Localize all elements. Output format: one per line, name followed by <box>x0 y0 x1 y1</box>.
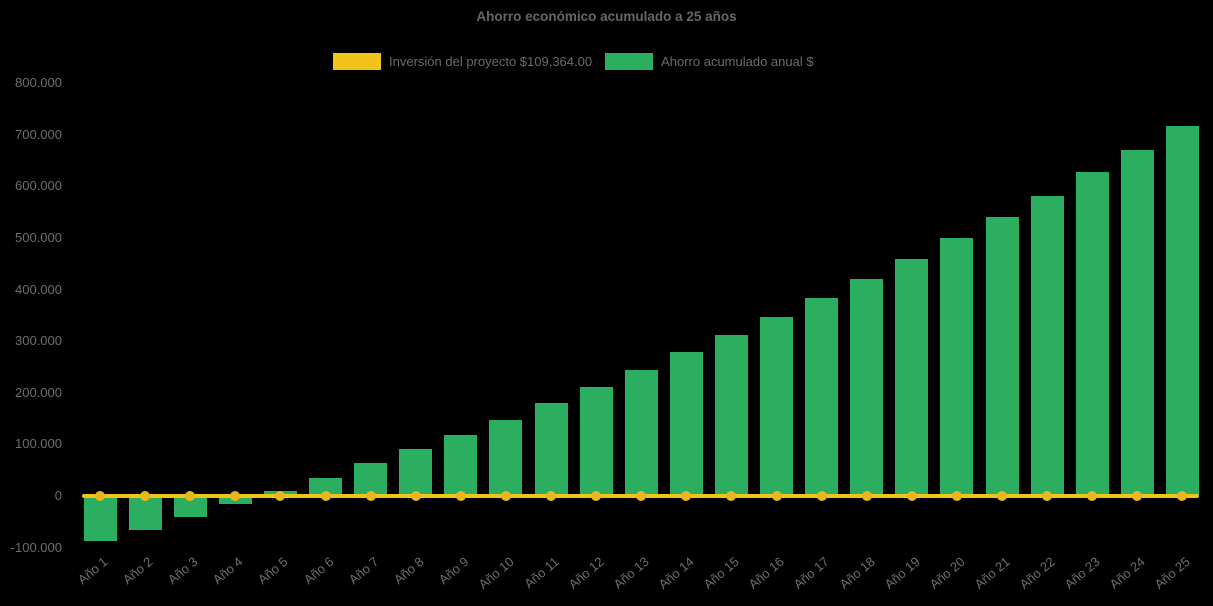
x-tick-year-8: Año 8 <box>390 553 427 588</box>
bar-year-18[interactable] <box>850 278 884 496</box>
legend-label-ahorro: Ahorro acumulado anual $ <box>661 54 814 69</box>
x-tick-year-2: Año 2 <box>119 553 156 588</box>
y-tick-700.000: 700.000 <box>15 126 62 142</box>
legend-swatch-inversion <box>333 53 381 70</box>
line-point-year-4[interactable] <box>230 491 241 501</box>
x-tick-year-21: Año 21 <box>971 553 1013 592</box>
line-point-year-15[interactable] <box>726 491 737 501</box>
x-tick-year-5: Año 5 <box>255 553 291 588</box>
bar-year-6[interactable] <box>309 477 342 496</box>
x-tick-year-4: Año 4 <box>210 553 246 588</box>
y-tick--100.000: -100.000 <box>10 539 62 555</box>
y-tick-100.000: 100.000 <box>15 436 62 452</box>
line-point-year-23[interactable] <box>1087 491 1098 501</box>
legend-label-inversion: Inversión del proyecto $109,364.00 <box>389 54 593 69</box>
chart-title: Ahorro económico acumulado a 25 años <box>476 9 737 24</box>
line-point-year-8[interactable] <box>410 491 421 501</box>
x-tick-year-22: Año 22 <box>1016 553 1058 592</box>
line-point-year-3[interactable] <box>185 491 196 501</box>
bar-year-2[interactable] <box>128 496 162 530</box>
line-point-year-2[interactable] <box>140 491 151 501</box>
bar-year-16[interactable] <box>760 316 793 496</box>
bar-year-8[interactable] <box>399 449 433 496</box>
bar-year-15[interactable] <box>714 334 748 496</box>
y-tick-600.000: 600.000 <box>15 178 62 194</box>
x-tick-year-24: Año 24 <box>1106 553 1148 592</box>
x-tick-year-10: Año 10 <box>475 553 517 592</box>
y-tick-0: 0 <box>54 488 62 503</box>
line-point-year-22[interactable] <box>1042 491 1053 501</box>
bar-year-1[interactable] <box>83 496 117 542</box>
x-tick-year-25: Año 25 <box>1151 553 1193 592</box>
bar-year-20[interactable] <box>940 237 974 496</box>
line-point-year-1[interactable] <box>95 491 105 501</box>
line-point-year-14[interactable] <box>681 491 692 501</box>
line-point-year-19[interactable] <box>906 491 917 501</box>
x-tick-year-13: Año 13 <box>610 553 652 592</box>
line-point-year-17[interactable] <box>816 491 827 501</box>
x-tick-year-16: Año 16 <box>745 553 787 592</box>
legend-item-ahorro[interactable]: Ahorro acumulado anual $ <box>605 53 814 70</box>
y-tick-500.000: 500.000 <box>15 229 62 245</box>
bar-year-17[interactable] <box>805 297 839 496</box>
legend-item-inversion[interactable]: Inversión del proyecto $109,364.00 <box>333 53 592 70</box>
x-tick-year-14: Año 14 <box>655 553 697 592</box>
line-point-year-20[interactable] <box>951 491 962 501</box>
bar-year-13[interactable] <box>624 369 658 496</box>
x-tick-year-19: Año 19 <box>881 553 923 592</box>
x-tick-year-23: Año 23 <box>1061 553 1103 592</box>
bar-year-24[interactable] <box>1120 149 1154 496</box>
line-point-year-21[interactable] <box>997 491 1007 501</box>
x-tick-year-11: Año 11 <box>521 553 562 592</box>
bar-year-23[interactable] <box>1075 171 1109 496</box>
bar-year-12[interactable] <box>579 386 613 496</box>
y-tick-200.000: 200.000 <box>15 384 62 400</box>
bar-year-3[interactable] <box>173 496 207 518</box>
x-tick-year-20: Año 20 <box>926 553 968 592</box>
x-tick-year-9: Año 9 <box>435 553 472 588</box>
bar-year-14[interactable] <box>669 351 703 496</box>
x-tick-year-3: Año 3 <box>165 553 201 588</box>
x-tick-year-1: Año 1 <box>74 553 111 588</box>
legend-swatch-ahorro <box>605 53 654 70</box>
bar-year-10[interactable] <box>489 419 523 496</box>
line-point-year-9[interactable] <box>455 491 466 501</box>
x-tick-year-6: Año 6 <box>300 553 336 588</box>
bar-year-21[interactable] <box>985 216 1019 496</box>
bar-year-9[interactable] <box>444 434 478 496</box>
line-point-year-13[interactable] <box>636 491 647 501</box>
x-tick-year-12: Año 12 <box>565 553 607 592</box>
line-point-year-10[interactable] <box>500 491 511 501</box>
line-point-year-18[interactable] <box>861 491 872 501</box>
line-point-year-12[interactable] <box>591 491 602 501</box>
y-tick-400.000: 400.000 <box>15 281 62 297</box>
bar-year-25[interactable] <box>1165 125 1199 496</box>
x-tick-year-18: Año 18 <box>835 553 878 592</box>
y-tick-800.000: 800.000 <box>15 75 62 90</box>
line-point-year-11[interactable] <box>546 491 556 501</box>
line-point-year-24[interactable] <box>1132 491 1143 501</box>
bar-year-7[interactable] <box>354 463 388 496</box>
line-point-year-25[interactable] <box>1177 491 1188 501</box>
line-point-year-16[interactable] <box>771 491 782 501</box>
x-tick-year-17: Año 17 <box>790 553 833 592</box>
line-point-year-6[interactable] <box>320 491 331 501</box>
chart-legend: Inversión del proyecto $109,364.00 Ahorr… <box>333 53 814 70</box>
bar-year-22[interactable] <box>1030 196 1064 496</box>
y-tick-300.000: 300.000 <box>15 333 62 349</box>
line-point-year-5[interactable] <box>275 491 286 501</box>
line-point-year-7[interactable] <box>365 491 376 501</box>
x-tick-year-7: Año 7 <box>345 553 382 588</box>
x-tick-year-15: Año 15 <box>700 553 742 592</box>
bar-year-11[interactable] <box>534 403 568 496</box>
bar-year-19[interactable] <box>895 259 929 496</box>
